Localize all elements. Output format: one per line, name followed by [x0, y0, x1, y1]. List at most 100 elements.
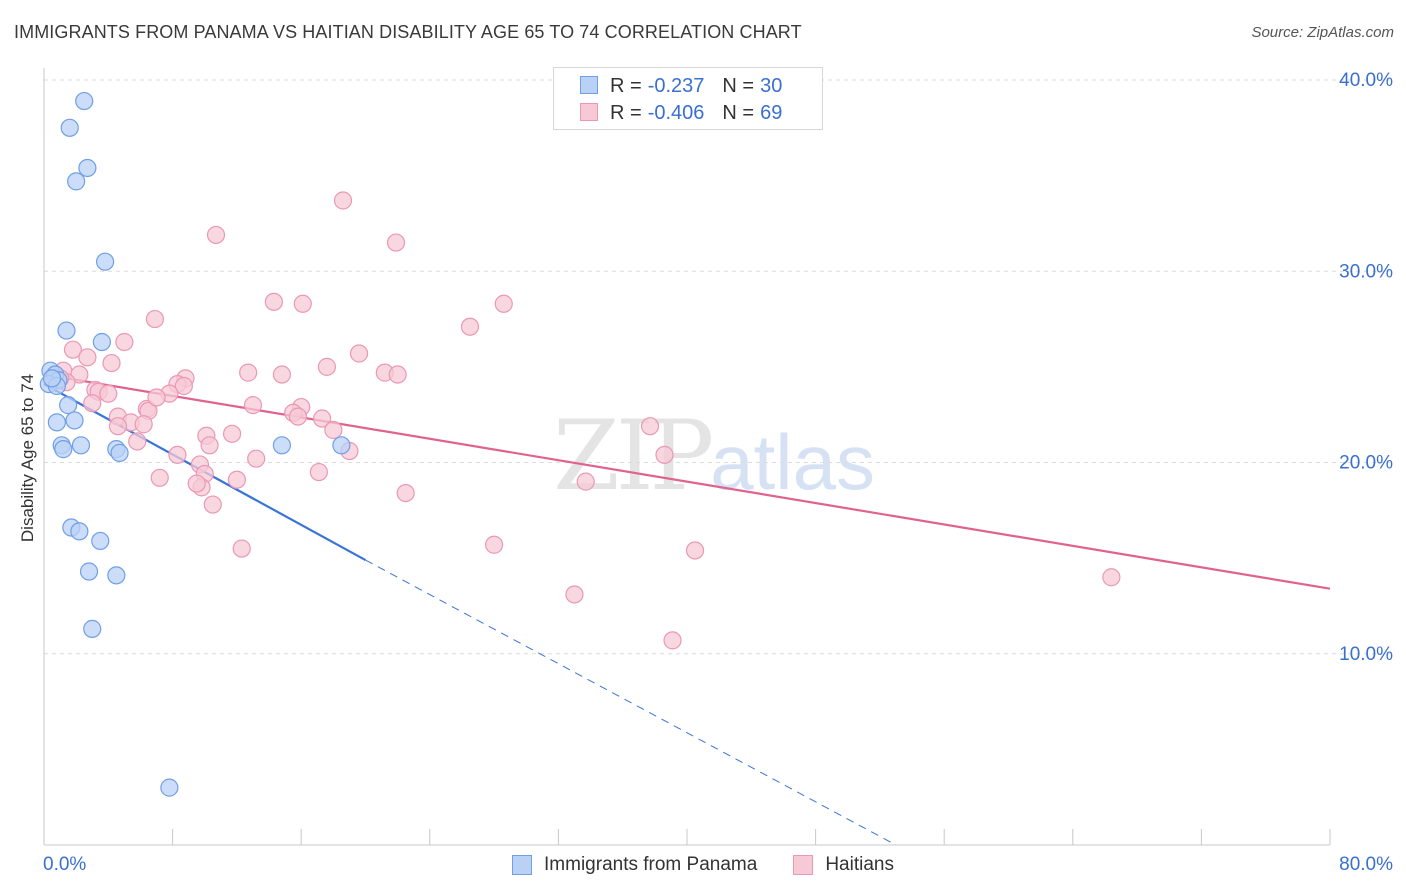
haitians-point	[396, 484, 415, 503]
haitians-point	[386, 233, 406, 252]
y-tick-label: 10.0%	[1339, 644, 1393, 665]
haitians-point	[222, 424, 242, 443]
panama-point	[95, 252, 115, 271]
panama-point	[92, 332, 111, 352]
y-tick-label: 30.0%	[1339, 261, 1393, 282]
legend-n-value: 30	[760, 75, 783, 97]
legend-swatch-pink	[580, 103, 598, 121]
panama-point	[91, 531, 110, 551]
haitians-point	[187, 474, 206, 493]
haitians-point	[63, 340, 83, 359]
haitians-point	[206, 225, 226, 245]
haitians-point	[239, 363, 258, 382]
haitians-point	[655, 445, 674, 464]
haitians-point	[247, 449, 266, 468]
source-label: Source: ZipAtlas.com	[1251, 24, 1394, 41]
panama-point	[65, 411, 84, 430]
tick-labels: 10.0% 20.0% 30.0% 40.0% 0.0% 80.0%	[43, 70, 1393, 875]
panama-points	[39, 91, 351, 797]
panama-point	[47, 413, 66, 432]
haitians-point	[102, 353, 121, 373]
legend-item-haitians[interactable]: Haitians	[793, 852, 894, 878]
haitians-point	[309, 462, 328, 482]
panama-point	[110, 443, 129, 463]
legend-item-panama[interactable]: Immigrants from Panama	[512, 852, 757, 878]
haitians-point	[78, 348, 97, 367]
chart-title: IMMIGRANTS FROM PANAMA VS HAITIAN DISABI…	[14, 22, 802, 42]
haitians-point	[640, 417, 660, 436]
haitians-point	[312, 409, 332, 428]
haitians-point	[349, 344, 369, 363]
panama-point	[60, 118, 79, 137]
legend-r-value: -0.406	[647, 102, 705, 124]
y-tick-label: 40.0%	[1339, 70, 1393, 91]
correlation-legend: R = -0.237 N = 30 R = -0.406 N = 69	[553, 67, 823, 130]
legend-row-panama: R = -0.237 N = 30	[580, 75, 782, 99]
haitians-point	[288, 407, 308, 426]
haitians-point	[147, 388, 166, 407]
haitians-point	[1102, 568, 1121, 587]
haitians-point	[134, 415, 153, 434]
haitians-point	[200, 436, 219, 455]
haitians-point	[663, 631, 682, 650]
panama-point	[57, 321, 76, 340]
series-legend: Immigrants from Panama Haitians	[0, 852, 1406, 878]
haitians-point	[333, 191, 353, 210]
haitians-point	[227, 470, 246, 489]
haitians-point	[108, 417, 128, 436]
panama-point	[160, 778, 179, 797]
haitians-point	[460, 317, 480, 336]
haitians-point	[494, 294, 513, 313]
legend-n-label: N =	[722, 102, 755, 124]
haitians-point	[232, 539, 251, 558]
panama-point	[42, 369, 62, 388]
legend-n-label: N =	[722, 75, 755, 97]
x-tick-label-min: 0.0%	[43, 854, 86, 875]
axes	[43, 68, 1331, 846]
haitians-point	[168, 445, 187, 464]
haitians-point	[243, 396, 263, 415]
panama-point	[83, 619, 102, 638]
panama-point	[59, 396, 78, 415]
haitians-point	[317, 357, 337, 376]
panama-point	[54, 440, 73, 459]
haitians-point	[145, 309, 165, 329]
legend-swatch-blue	[512, 855, 533, 875]
panama-point	[71, 436, 91, 455]
y-tick-label: 20.0%	[1339, 453, 1393, 474]
panama-trend-extension	[365, 559, 897, 846]
panama-point	[78, 158, 97, 178]
haitians-point	[272, 365, 292, 384]
haitians-point	[99, 384, 118, 403]
haitians-point	[576, 472, 595, 491]
haitians-point	[83, 394, 102, 413]
legend-swatch-pink	[793, 855, 814, 875]
legend-r-label: R =	[610, 75, 642, 97]
haitians-point	[685, 541, 705, 560]
panama-point	[272, 436, 292, 455]
panama-point	[75, 91, 94, 111]
haitians-point	[293, 294, 312, 313]
haitians-point	[115, 332, 134, 352]
watermark-zip: ZIP	[553, 400, 714, 512]
panama-point	[332, 436, 351, 455]
haitians-point	[264, 292, 283, 311]
y-axis-label: Disability Age 65 to 74	[18, 373, 37, 543]
panama-point	[79, 562, 99, 581]
haitians-point	[174, 376, 193, 396]
panama-point	[70, 522, 89, 541]
haitians-point	[565, 585, 584, 604]
legend-r-value: -0.237	[647, 75, 705, 97]
haitians-point	[128, 432, 147, 451]
haitians-point	[324, 420, 343, 440]
haitians-point	[150, 468, 169, 487]
legend-n-value: 69	[760, 102, 783, 124]
legend-row-haitians: R = -0.406 N = 69	[580, 102, 782, 126]
x-tick-label-max: 80.0%	[1339, 854, 1393, 875]
legend-label-haitians: Haitians	[825, 854, 894, 875]
legend-label-panama: Immigrants from Panama	[544, 854, 758, 875]
haitians-point	[485, 535, 504, 554]
haitians-points	[44, 191, 1121, 650]
haitians-point	[203, 495, 222, 514]
